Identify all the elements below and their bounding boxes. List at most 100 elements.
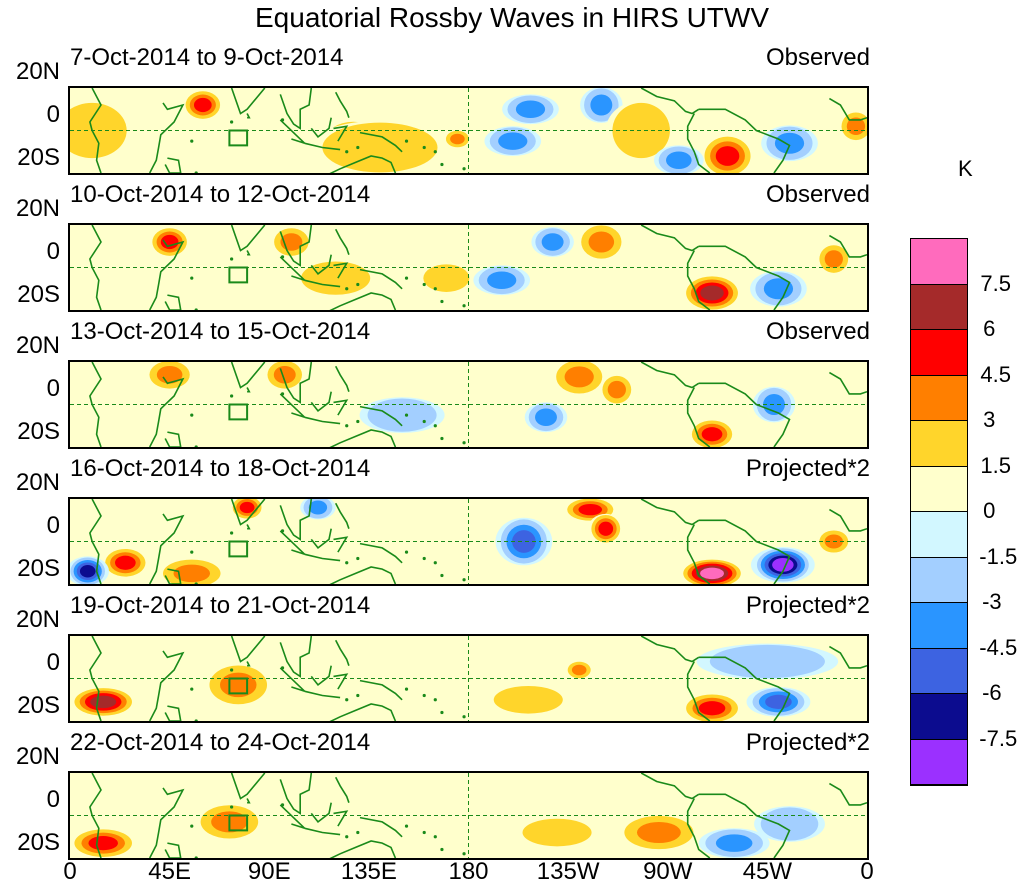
latitude-label: 20S (17, 555, 60, 582)
island (280, 803, 285, 807)
island (356, 693, 360, 698)
colorbar-label: 4.5 (980, 361, 1012, 387)
map-panel: 22-Oct-2014 to 24-Oct-2014 Projected*2 20N… (0, 729, 1024, 866)
anomaly-contour (493, 685, 563, 714)
coastline (640, 362, 700, 389)
anomaly-feature (309, 120, 451, 173)
island (433, 150, 437, 154)
island (356, 145, 360, 150)
island (462, 167, 466, 171)
island (190, 139, 194, 143)
anomaly-contour (239, 501, 255, 514)
figure-title: Equatorial Rossby Waves in HIRS UTWV (255, 2, 769, 33)
coastline (334, 228, 350, 255)
coastline (686, 113, 711, 173)
island (345, 561, 349, 565)
coastline (310, 254, 332, 276)
coastline (279, 88, 313, 130)
anomaly-contour (193, 97, 212, 113)
island (356, 419, 360, 424)
coastline (230, 636, 266, 663)
map-svg (70, 499, 867, 584)
colorbar-swatch (911, 421, 967, 467)
longitude-label: 90W (643, 858, 693, 885)
anomaly-feature (761, 125, 818, 162)
coastline (148, 650, 185, 721)
coastline (148, 513, 185, 584)
map-svg (70, 773, 867, 858)
anomaly-contour (846, 117, 866, 136)
coastline (828, 234, 867, 258)
coastline (304, 142, 341, 151)
coastline (828, 371, 867, 395)
island (440, 573, 444, 578)
anomaly-feature (485, 684, 571, 715)
anomaly-feature (580, 88, 623, 123)
island (230, 668, 234, 672)
longitude-label: 0 (63, 858, 77, 885)
anomaly-feature (484, 126, 542, 156)
map-svg (70, 636, 867, 721)
coastline (279, 499, 313, 541)
colorbar-swatch (911, 375, 967, 421)
latitude-label: 20N (15, 58, 60, 85)
coastline (148, 787, 185, 858)
anomaly-feature (473, 265, 531, 296)
anomaly-contour (156, 365, 183, 384)
coastline (304, 279, 341, 288)
coastline (333, 810, 349, 827)
coastline (164, 568, 182, 584)
island (440, 436, 444, 441)
coastline (230, 499, 266, 526)
map-panel: 7-Oct-2014 to 9-Oct-2014 Observed 20N 0 20S (0, 44, 1024, 181)
colorbar-swatch (911, 694, 967, 740)
coastline (246, 661, 251, 667)
map-svg (70, 225, 867, 310)
coastline (329, 155, 397, 173)
anomaly-contour (88, 836, 118, 851)
anomaly-feature (680, 693, 744, 721)
colorbar-label: -4.5 (979, 634, 1018, 660)
island (440, 847, 444, 852)
map-plot-area (68, 771, 869, 860)
coastline (333, 536, 349, 553)
anomaly-contour (765, 694, 792, 709)
colorbar-label: -1.5 (979, 543, 1018, 569)
island (422, 556, 426, 561)
panel-label: Projected*2 (745, 729, 870, 756)
anomaly-contour (512, 530, 536, 553)
anomaly-contour (774, 132, 805, 154)
reference-box (228, 677, 249, 695)
anomaly-contour (612, 102, 670, 159)
reference-box (228, 266, 249, 284)
coastline (698, 656, 791, 721)
island (422, 693, 426, 698)
anomaly-feature (750, 270, 807, 307)
panel-label: Observed (765, 318, 870, 345)
coastline (279, 362, 313, 404)
colorbar-swatch (911, 557, 967, 603)
coastline (164, 157, 182, 173)
island (194, 308, 198, 310)
colorbar-label: 3 (983, 407, 996, 432)
colorbar (910, 238, 968, 786)
coastline (246, 113, 251, 119)
coastline (686, 387, 711, 447)
anomaly-feature (514, 817, 600, 848)
longitude-label: 45W (742, 858, 793, 885)
anomaly-contour (79, 565, 96, 578)
coastline (333, 125, 349, 142)
anomaly-feature (418, 263, 475, 293)
latitude-label: 20N (15, 743, 60, 770)
anomaly-feature (816, 244, 852, 274)
map-panel: 10-Oct-2014 to 12-Oct-2014 Observed 20N 0 20… (0, 181, 1024, 318)
coastline (148, 376, 185, 447)
island (345, 835, 349, 839)
island (280, 255, 285, 259)
latitude-label: 20S (17, 281, 60, 308)
coastline (334, 639, 350, 666)
island (404, 687, 409, 691)
colorbar-unit: K (958, 156, 973, 181)
island (462, 715, 466, 719)
